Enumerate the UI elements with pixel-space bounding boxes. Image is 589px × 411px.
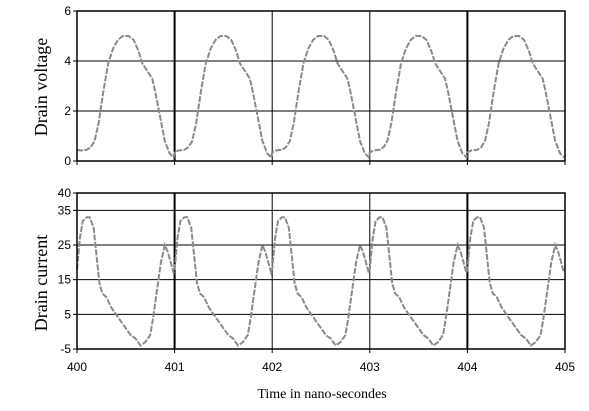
drain-current-panel: Drain current -5 5 15 25 35 40 400 401 402 403 404…	[31, 186, 575, 374]
current-ytick-label-5: 40	[58, 186, 72, 200]
voltage-ytick-label-0: 0	[64, 154, 71, 168]
drain-voltage-panel: Drain voltage 0 2 4 6	[31, 4, 566, 168]
current-ytick-label-2: 15	[58, 273, 72, 287]
voltage-plot-frame	[76, 10, 566, 162]
current-ytick-label-0: -5	[60, 342, 71, 356]
drain-voltage-ylabel: Drain voltage	[31, 38, 51, 136]
voltage-ytick-label-1: 2	[64, 104, 71, 118]
current-plot-frame	[76, 192, 566, 350]
current-xtick-label-3: 403	[360, 360, 380, 374]
current-ytick-label-4: 35	[58, 203, 72, 217]
current-xtick-label-5: 405	[555, 360, 575, 374]
current-xtick-label-1: 401	[165, 360, 185, 374]
current-xtick-label-4: 404	[457, 360, 477, 374]
current-trace	[76, 216, 565, 347]
voltage-ytick-label-3: 6	[64, 4, 71, 18]
current-xtick-label-2: 402	[262, 360, 282, 374]
voltage-trace	[76, 35, 565, 160]
voltage-ytick-label-2: 4	[64, 54, 71, 68]
current-xtick-label-0: 400	[67, 360, 87, 374]
drain-current-ylabel: Drain current	[31, 235, 51, 331]
current-ytick-label-3: 25	[58, 238, 72, 252]
time-xlabel: Time in nano-secondes	[257, 387, 386, 402]
current-ytick-label-1: 5	[64, 307, 71, 321]
